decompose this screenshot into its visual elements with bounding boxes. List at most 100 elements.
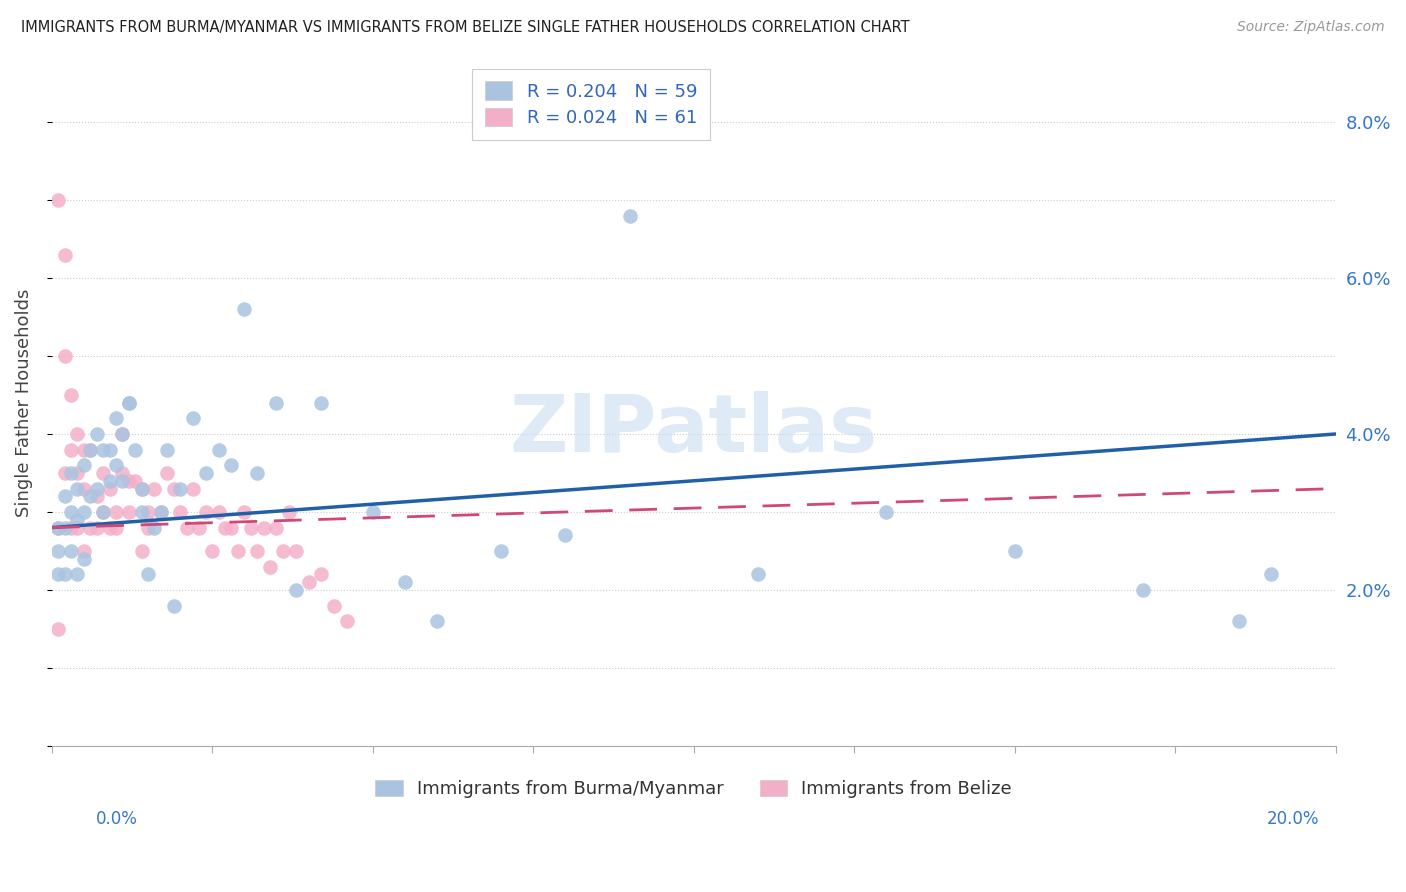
Point (53, 520, 76, 534)
Point (73, 482, 96, 496)
Point (131, 544, 153, 558)
Point (747, 567, 769, 582)
Point (149, 505, 172, 519)
Point (73, 442, 96, 457)
Y-axis label: Single Father Households: Single Father Households (15, 289, 32, 517)
Point (46, 622, 69, 636)
Point (66, 427, 89, 442)
Point (259, 559, 281, 574)
Point (163, 599, 186, 613)
Point (53, 349, 76, 363)
Point (311, 396, 333, 410)
Point (66, 513, 89, 527)
Point (53, 489, 76, 503)
Point (233, 302, 256, 317)
Point (86, 520, 108, 534)
Point (252, 520, 274, 534)
Text: Source: ZipAtlas.com: Source: ZipAtlas.com (1237, 20, 1385, 34)
Point (66, 466, 89, 480)
Point (73, 458, 96, 473)
Point (156, 442, 179, 457)
Point (208, 442, 231, 457)
Point (53, 247, 76, 261)
Point (246, 544, 269, 558)
Point (111, 466, 134, 480)
Point (246, 466, 269, 480)
Point (181, 482, 204, 496)
Point (66, 520, 89, 534)
Point (136, 505, 159, 519)
Point (284, 544, 307, 558)
Point (111, 427, 134, 442)
Point (53, 567, 76, 582)
Point (163, 482, 186, 496)
Point (104, 505, 127, 519)
Point (98, 474, 121, 488)
Point (208, 505, 231, 519)
Point (118, 505, 141, 519)
Point (221, 458, 243, 473)
Point (79, 520, 101, 534)
Point (361, 505, 384, 519)
Point (79, 442, 101, 457)
Point (131, 482, 153, 496)
Point (98, 520, 121, 534)
Point (98, 442, 121, 457)
Point (60, 466, 83, 480)
Point (86, 427, 108, 442)
Point (284, 582, 307, 597)
Point (489, 544, 512, 558)
Point (875, 505, 897, 519)
Point (60, 520, 83, 534)
Point (188, 520, 211, 534)
Point (73, 505, 96, 519)
Point (118, 474, 141, 488)
Point (149, 505, 172, 519)
Point (104, 411, 127, 425)
Point (53, 466, 76, 480)
Point (181, 411, 204, 425)
Point (79, 489, 101, 503)
Point (266, 396, 288, 410)
Point (278, 505, 301, 519)
Point (194, 466, 217, 480)
Point (136, 520, 159, 534)
Point (143, 520, 166, 534)
Point (226, 544, 249, 558)
Point (124, 442, 146, 457)
Point (91, 442, 114, 457)
Point (60, 388, 83, 402)
Point (104, 458, 127, 473)
Point (336, 614, 359, 628)
Text: IMMIGRANTS FROM BURMA/MYANMAR VS IMMIGRANTS FROM BELIZE SINGLE FATHER HOUSEHOLDS: IMMIGRANTS FROM BURMA/MYANMAR VS IMMIGRA… (21, 20, 910, 35)
Point (136, 567, 159, 582)
Point (143, 482, 166, 496)
Point (394, 575, 416, 590)
Point (201, 544, 224, 558)
Point (221, 520, 243, 534)
Point (111, 427, 134, 442)
Point (169, 482, 191, 496)
Point (91, 505, 114, 519)
Point (118, 396, 141, 410)
Point (66, 482, 89, 496)
Point (46, 567, 69, 582)
Point (297, 575, 319, 590)
Point (1132, 582, 1154, 597)
Point (266, 520, 288, 534)
Point (60, 442, 83, 457)
Point (118, 396, 141, 410)
Point (239, 520, 262, 534)
Point (46, 193, 69, 207)
Point (46, 520, 69, 534)
Point (311, 567, 333, 582)
Point (73, 544, 96, 558)
Point (104, 520, 127, 534)
Point (60, 544, 83, 558)
Point (98, 482, 121, 496)
Point (91, 466, 114, 480)
Point (176, 520, 198, 534)
Point (91, 505, 114, 519)
Point (233, 505, 256, 519)
Text: ZIPatlas: ZIPatlas (509, 392, 877, 469)
